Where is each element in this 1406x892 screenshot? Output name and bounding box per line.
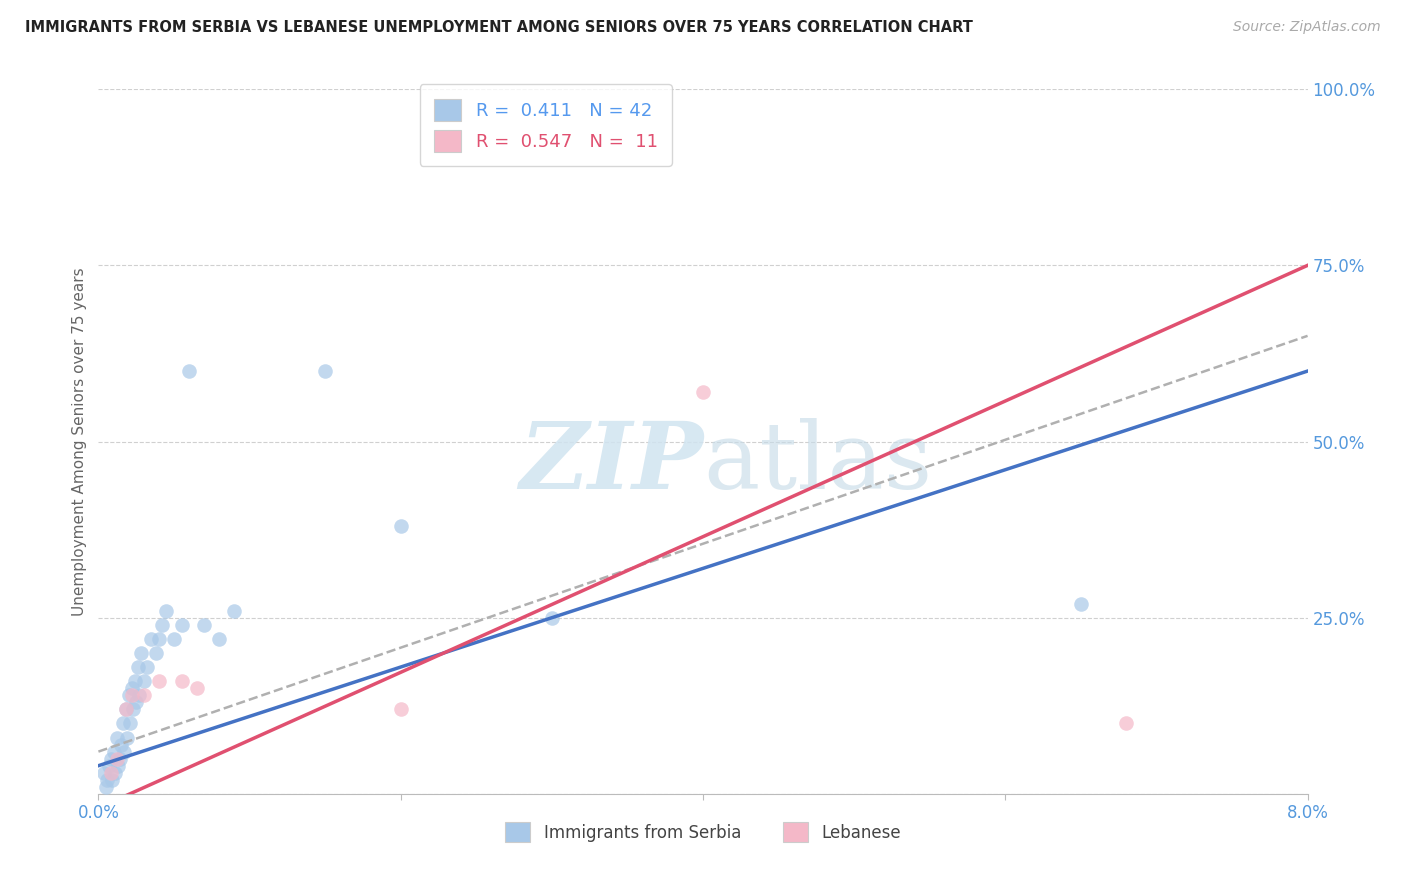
Point	[208, 632, 231, 646]
Point	[170, 617, 193, 632]
Legend: Immigrants from Serbia, Lebanese: Immigrants from Serbia, Lebanese	[499, 815, 907, 849]
Point	[96, 772, 118, 787]
Point	[163, 632, 186, 646]
Point	[148, 632, 170, 646]
Point	[170, 674, 193, 689]
Point	[145, 646, 167, 660]
Point	[129, 646, 152, 660]
Point	[108, 751, 131, 765]
Point	[111, 716, 134, 731]
Point	[193, 617, 215, 632]
Text: Source: ZipAtlas.com: Source: ZipAtlas.com	[1233, 20, 1381, 34]
Point	[127, 660, 149, 674]
Point	[389, 519, 412, 533]
Point	[105, 751, 128, 765]
Text: ZIP: ZIP	[519, 417, 703, 508]
Point	[150, 617, 173, 632]
Point	[1115, 716, 1137, 731]
Point	[107, 758, 129, 772]
Point	[186, 681, 208, 696]
Point	[179, 364, 201, 378]
Point	[155, 604, 177, 618]
Point	[314, 364, 336, 378]
Point	[121, 681, 143, 696]
Point	[124, 674, 146, 689]
Point	[135, 660, 157, 674]
Point	[101, 772, 124, 787]
Point	[110, 738, 132, 752]
Point	[104, 765, 127, 780]
Point	[114, 702, 136, 716]
Point	[94, 780, 117, 794]
Point	[128, 688, 150, 702]
Point	[120, 716, 142, 731]
Point	[692, 385, 714, 400]
Point	[148, 674, 170, 689]
Text: IMMIGRANTS FROM SERBIA VS LEBANESE UNEMPLOYMENT AMONG SENIORS OVER 75 YEARS CORR: IMMIGRANTS FROM SERBIA VS LEBANESE UNEMP…	[25, 20, 973, 35]
Point	[540, 610, 562, 624]
Point	[121, 688, 143, 702]
Point	[125, 695, 148, 709]
Point	[103, 745, 125, 759]
Point	[122, 702, 145, 716]
Point	[132, 674, 155, 689]
Point	[132, 688, 155, 702]
Point	[98, 758, 121, 772]
Point	[100, 765, 122, 780]
Point	[100, 751, 122, 765]
Point	[389, 702, 412, 716]
Point	[114, 702, 136, 716]
Point	[224, 604, 246, 618]
Text: atlas: atlas	[703, 417, 932, 508]
Point	[118, 688, 141, 702]
Point	[112, 745, 135, 759]
Point	[105, 731, 128, 745]
Point	[115, 731, 138, 745]
Y-axis label: Unemployment Among Seniors over 75 years: Unemployment Among Seniors over 75 years	[72, 268, 87, 615]
Point	[93, 765, 115, 780]
Point	[141, 632, 163, 646]
Point	[1070, 597, 1092, 611]
